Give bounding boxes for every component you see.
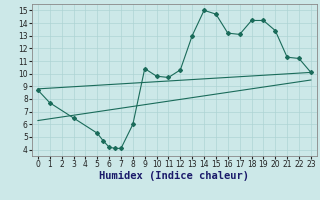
X-axis label: Humidex (Indice chaleur): Humidex (Indice chaleur) — [100, 171, 249, 181]
